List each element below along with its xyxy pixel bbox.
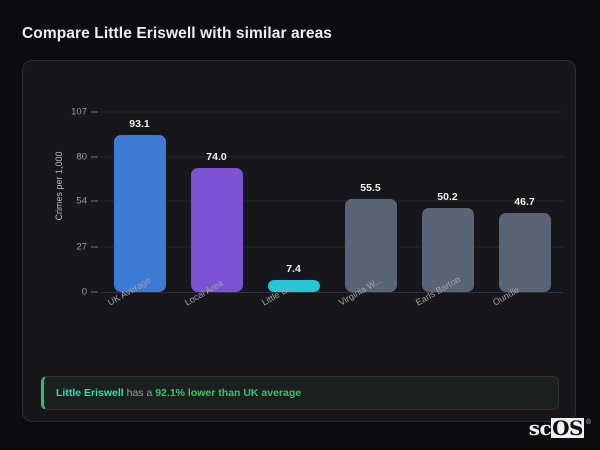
x-axis-baseline [101,292,563,293]
bar-slot: 93.1 UK Average [101,61,178,423]
bar-slot: 46.7 Oundle [486,61,563,423]
y-axis-tick-label: 0 [81,286,87,298]
logo-text-sc: sc [528,416,552,440]
gridline [101,200,563,202]
y-axis-tick-mark [91,111,98,113]
y-axis-tick-mark [91,291,98,293]
y-axis-tick-mark [91,156,98,158]
bar-value-label: 93.1 [129,118,150,131]
y-axis-tick-mark [91,200,98,202]
bar[interactable] [421,207,474,292]
bar-slot: 50.2 Earls Barton [409,61,486,423]
note-middle-text: has a [123,387,156,399]
note-statistic: 92.1% lower than UK average [155,387,302,399]
gridline [101,156,563,158]
y-axis-tick-mark [91,246,98,248]
y-axis-tick-label: 54 [76,195,87,207]
y-axis-tick-label: 80 [76,151,87,163]
comparison-note-text: Little Eriswell has a 92.1% lower than U… [56,387,301,399]
bar-slot: 7.4 Little Eri... [255,61,332,423]
bar[interactable] [113,135,166,292]
registered-mark-icon: ® [585,417,592,426]
y-axis-tick-label: 107 [71,106,87,118]
bar-value-label: 55.5 [360,181,381,194]
scos-logo: sc OS ® [529,418,592,438]
bar-chart-plot: Crimes per 1,000 0 27 54 80 107 93.1 UK Avera… [23,61,577,423]
bar-value-label: 74.0 [206,150,227,163]
page-title: Compare Little Eriswell with similar are… [22,25,333,42]
bar[interactable] [190,167,243,292]
bar-value-label: 50.2 [437,190,458,203]
bar[interactable] [344,198,397,292]
comparison-chart-card: Crimes per 1,000 0 27 54 80 107 93.1 UK Avera… [22,60,576,422]
gridline [101,111,563,113]
y-axis-tick-label: 27 [76,241,87,253]
note-area-name: Little Eriswell [56,387,124,399]
bar-slot: 74.0 Local Area [178,61,255,423]
bars-group: 93.1 UK Average 74.0 Local Area 7.4 Little Er… [101,61,563,423]
gridline [101,246,563,248]
bar[interactable] [498,213,551,292]
bar[interactable] [267,279,320,292]
logo-text-os: OS [551,416,584,440]
comparison-note: Little Eriswell has a 92.1% lower than U… [41,376,559,410]
bar-value-label: 46.7 [514,196,535,209]
y-axis-title: Crimes per 1,000 [54,151,64,221]
bar-value-label: 7.4 [286,262,301,275]
bar-slot: 55.5 Virginia W... [332,61,409,423]
